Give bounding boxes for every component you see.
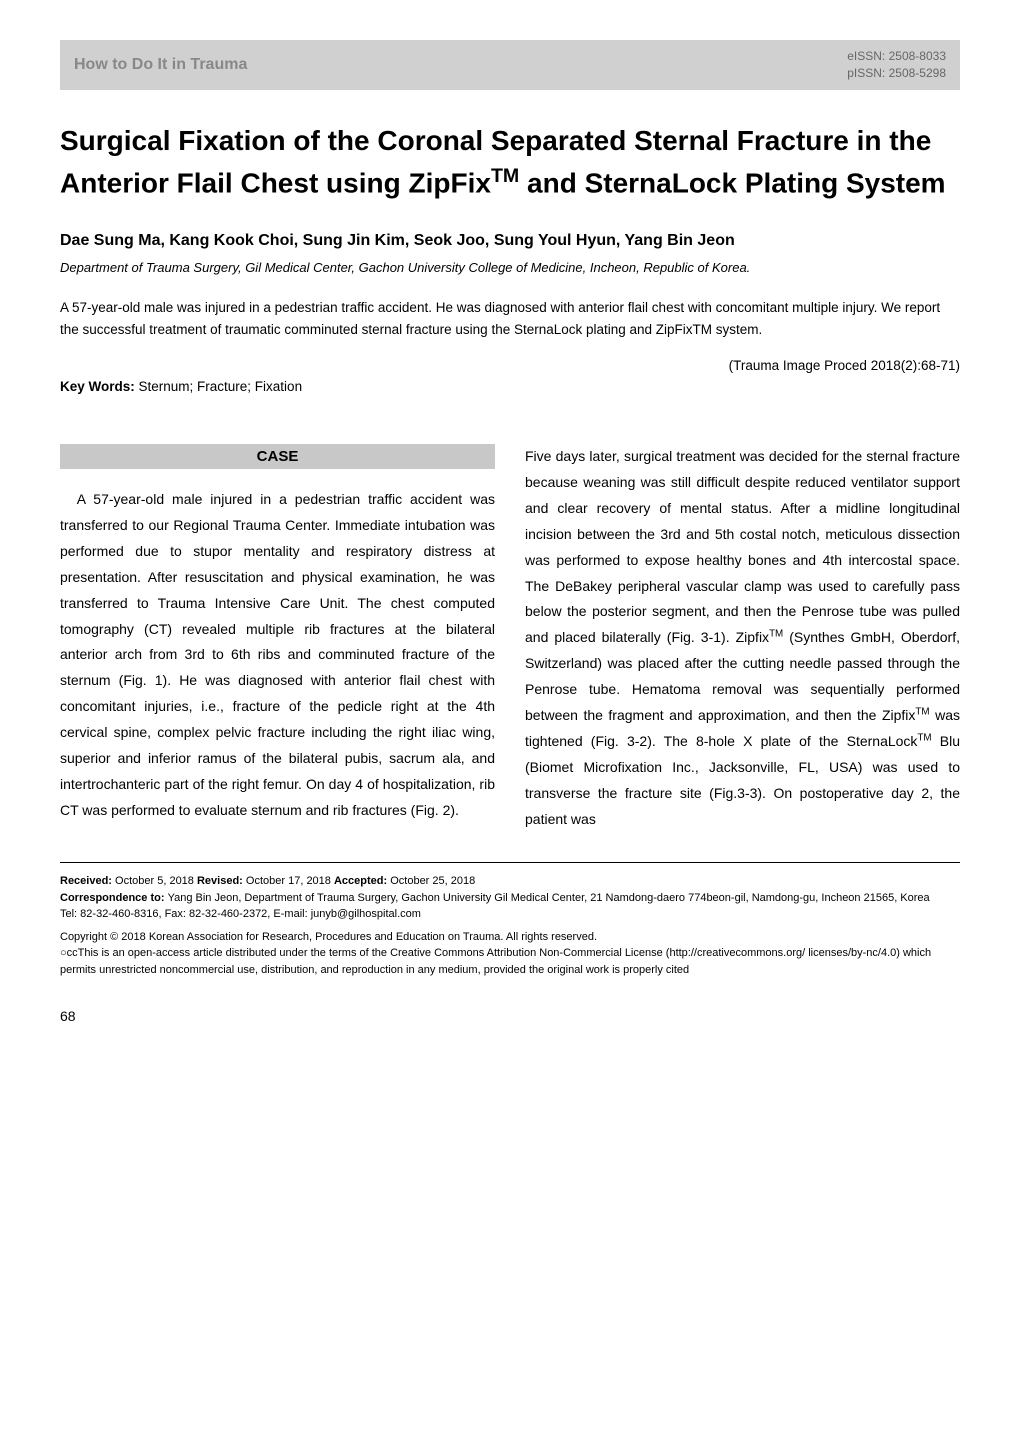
abstract-text: A 57-year-old male was injured in a pede… [60,297,960,340]
body-paragraph-right: Five days later, surgical treatment was … [525,444,960,832]
correspondence-text: Yang Bin Jeon, Department of Trauma Surg… [168,892,930,904]
dates-line: Received: October 5, 2018 Revised: Octob… [60,873,960,890]
pissn: pISSN: 2508-5298 [847,65,946,82]
tm-sup-1: TM [769,629,783,640]
footer-rule [60,862,960,863]
title-part-2: and SternaLock Plating System [519,167,945,198]
body-right-1: Five days later, surgical treatment was … [525,448,960,645]
citation: (Trauma Image Proced 2018(2):68-71) [60,358,960,373]
body-paragraph-left: A 57-year-old male injured in a pedestri… [60,487,495,824]
received-date: October 5, 2018 [115,875,197,887]
revised-date: October 17, 2018 [246,875,334,887]
keywords-line: Key Words: Sternum; Fracture; Fixation [60,379,960,394]
tm-sup-2: TM [915,706,929,717]
received-label: Received: [60,875,115,887]
revised-label: Revised: [197,875,246,887]
article-title: Surgical Fixation of the Coronal Separat… [60,120,960,204]
category-label: How to Do It in Trauma [74,56,247,74]
eissn: eISSN: 2508-8033 [847,48,946,65]
keywords-label: Key Words: [60,379,139,394]
keywords-text: Sternum; Fracture; Fixation [139,379,303,394]
section-heading-case: CASE [60,444,495,469]
correspondence-line: Correspondence to: Yang Bin Jeon, Depart… [60,890,960,907]
authors-line: Dae Sung Ma, Kang Kook Choi, Sung Jin Ki… [60,232,960,250]
copyright-line: Copyright © 2018 Korean Association for … [60,929,960,946]
affiliation: Department of Trauma Surgery, Gil Medica… [60,260,960,275]
accepted-label: Accepted: [334,875,390,887]
tm-superscript: TM [491,165,519,187]
page-number: 68 [60,1008,960,1024]
right-column: Five days later, surgical treatment was … [525,444,960,832]
left-column: CASE A 57-year-old male injured in a ped… [60,444,495,832]
license-line: ○ccThis is an open-access article distri… [60,945,960,978]
tm-sup-3: TM [917,732,931,743]
two-column-body: CASE A 57-year-old male injured in a ped… [60,444,960,832]
contact-line: Tel: 82-32-460-8316, Fax: 82-32-460-2372… [60,906,960,923]
issn-block: eISSN: 2508-8033 pISSN: 2508-5298 [847,48,946,82]
accepted-date: October 25, 2018 [390,875,475,887]
category-bar: How to Do It in Trauma eISSN: 2508-8033 … [60,40,960,90]
correspondence-label: Correspondence to: [60,892,168,904]
footer-block: Received: October 5, 2018 Revised: Octob… [60,873,960,978]
